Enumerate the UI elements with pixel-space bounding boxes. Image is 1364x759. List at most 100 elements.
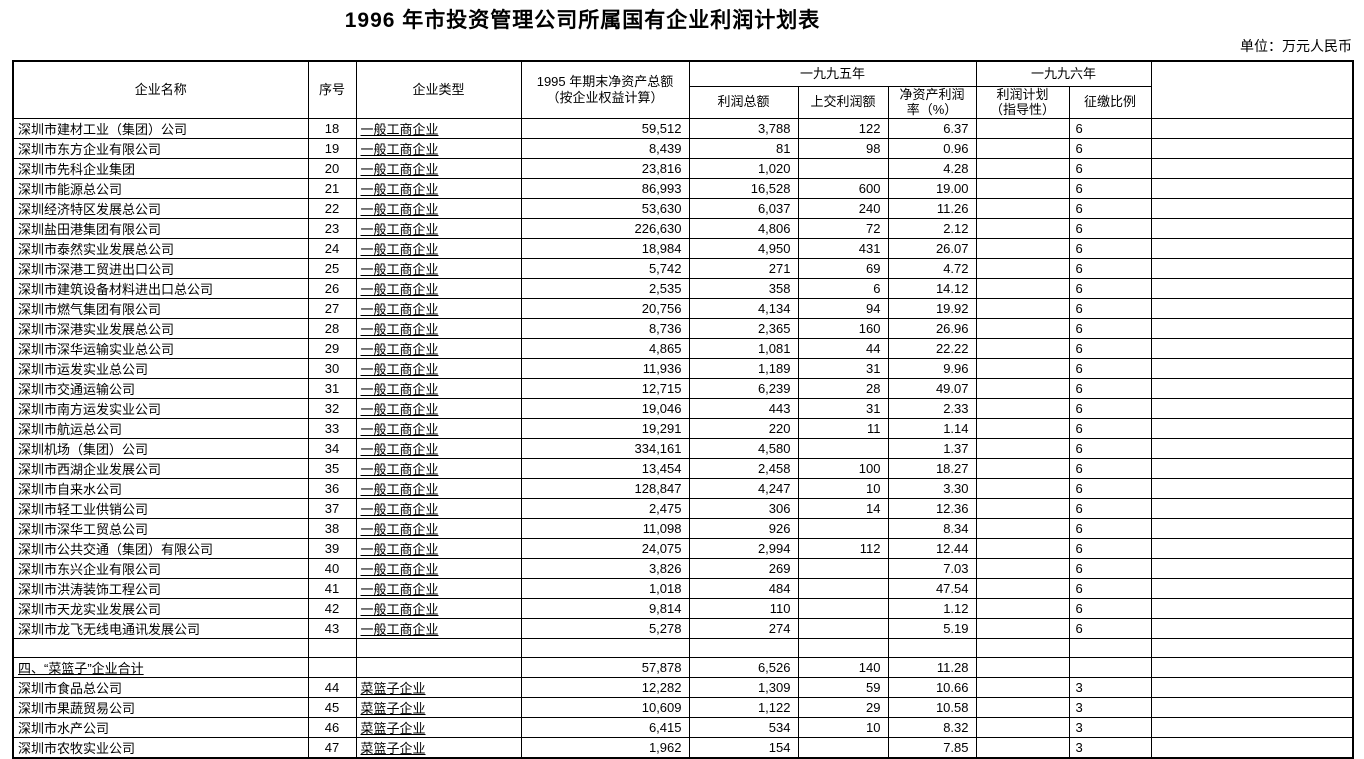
cell-enterprise-name: 深圳市建筑设备材料进出口总公司 xyxy=(12,277,309,299)
cell-levy-ratio-1996 xyxy=(1068,657,1152,679)
cell-profit-submitted-1995: 6 xyxy=(797,277,889,299)
cell-net-assets-1995: 86,993 xyxy=(520,177,690,199)
cell-profit-total-1995: 6,239 xyxy=(688,377,799,399)
cell-enterprise-type: 菜篮子企业 xyxy=(355,717,522,739)
header-levy-ratio: 征缴比例 xyxy=(1068,85,1152,119)
table-row: 深圳市龙飞无线电通讯发展公司 43 一般工商企业 5,278 274 5.19 6 xyxy=(12,617,1354,639)
cell-profit-submitted-1995: 44 xyxy=(797,337,889,359)
cell-serial-no: 46 xyxy=(307,717,357,739)
cell-profit-total-1995: 81 xyxy=(688,137,799,159)
cell-net-assets-1995 xyxy=(520,637,690,659)
cell-serial-no: 39 xyxy=(307,537,357,559)
cell-net-asset-profit-rate-1995: 12.36 xyxy=(887,497,977,519)
cell-enterprise-type: 一般工商企业 xyxy=(355,517,522,539)
cell-profit-submitted-1995 xyxy=(797,517,889,539)
cell-net-assets-1995: 11,936 xyxy=(520,357,690,379)
cell-profit-plan-1996 xyxy=(975,197,1070,219)
table-row: 深圳经济特区发展总公司 22 一般工商企业 53,630 6,037 240 11.26 6 xyxy=(12,197,1354,219)
table-row: 四、“菜篮子”企业合计 57,878 6,526 140 11.28 xyxy=(12,657,1354,679)
header-serial-no: 序号 xyxy=(307,60,357,119)
header-blank-column xyxy=(1150,60,1354,119)
cell-profit-plan-1996 xyxy=(975,417,1070,439)
cell-levy-ratio-1996: 6 xyxy=(1068,177,1152,199)
cell-profit-submitted-1995 xyxy=(797,157,889,179)
cell-profit-total-1995: 4,950 xyxy=(688,237,799,259)
cell-enterprise-type: 菜篮子企业 xyxy=(355,697,522,719)
cell-serial-no: 36 xyxy=(307,477,357,499)
cell-profit-submitted-1995 xyxy=(797,597,889,619)
cell-profit-total-1995: 4,806 xyxy=(688,217,799,239)
cell-levy-ratio-1996: 3 xyxy=(1068,737,1152,759)
cell-net-assets-1995: 128,847 xyxy=(520,477,690,499)
cell-serial-no: 19 xyxy=(307,137,357,159)
table-row: 深圳市自来水公司 36 一般工商企业 128,847 4,247 10 3.30 6 xyxy=(12,477,1354,499)
cell-enterprise-type: 一般工商企业 xyxy=(355,437,522,459)
cell-net-assets-1995: 1,962 xyxy=(520,737,690,759)
cell-net-assets-1995: 18,984 xyxy=(520,237,690,259)
cell-enterprise-name: 深圳市深港实业发展总公司 xyxy=(12,317,309,339)
table-row: 深圳市食品总公司 44 菜篮子企业 12,282 1,309 59 10.66 3 xyxy=(12,677,1354,699)
cell-levy-ratio-1996: 6 xyxy=(1068,257,1152,279)
table-row: 深圳市建材工业（集团）公司 18 一般工商企业 59,512 3,788 122 6.37 6 xyxy=(12,117,1354,139)
cell-net-asset-profit-rate-1995: 19.00 xyxy=(887,177,977,199)
cell-profit-submitted-1995: 31 xyxy=(797,357,889,379)
table-row: 深圳市南方运发实业公司 32 一般工商企业 19,046 443 31 2.33 6 xyxy=(12,397,1354,419)
cell-enterprise-type: 菜篮子企业 xyxy=(355,677,522,699)
cell-net-asset-profit-rate-1995: 2.12 xyxy=(887,217,977,239)
table-row: 深圳市燃气集团有限公司 27 一般工商企业 20,756 4,134 94 19.92 6 xyxy=(12,297,1354,319)
cell-net-asset-profit-rate-1995: 26.07 xyxy=(887,237,977,259)
cell-enterprise-name: 四、“菜篮子”企业合计 xyxy=(12,657,309,679)
cell-net-assets-1995: 19,046 xyxy=(520,397,690,419)
cell-profit-total-1995: 271 xyxy=(688,257,799,279)
cell-enterprise-type: 一般工商企业 xyxy=(355,117,522,139)
cell-serial-no: 22 xyxy=(307,197,357,219)
cell-serial-no: 24 xyxy=(307,237,357,259)
cell-levy-ratio-1996: 6 xyxy=(1068,597,1152,619)
table-row: 深圳市航运总公司 33 一般工商企业 19,291 220 11 1.14 6 xyxy=(12,417,1354,439)
cell-levy-ratio-1996: 6 xyxy=(1068,157,1152,179)
cell-levy-ratio-1996: 6 xyxy=(1068,137,1152,159)
table-row: 深圳市果蔬贸易公司 45 菜篮子企业 10,609 1,122 29 10.58 3 xyxy=(12,697,1354,719)
cell-enterprise-type: 一般工商企业 xyxy=(355,397,522,419)
cell-net-assets-1995: 2,475 xyxy=(520,497,690,519)
cell-levy-ratio-1996: 6 xyxy=(1068,397,1152,419)
cell-enterprise-name: 深圳市深港工贸进出口公司 xyxy=(12,257,309,279)
cell-serial-no: 43 xyxy=(307,617,357,639)
cell-profit-plan-1996 xyxy=(975,737,1070,759)
cell-profit-plan-1996 xyxy=(975,217,1070,239)
cell-net-assets-1995: 8,736 xyxy=(520,317,690,339)
cell-blank xyxy=(1150,217,1354,239)
cell-profit-plan-1996 xyxy=(975,237,1070,259)
cell-enterprise-type: 一般工商企业 xyxy=(355,277,522,299)
cell-profit-submitted-1995: 28 xyxy=(797,377,889,399)
cell-profit-submitted-1995: 100 xyxy=(797,457,889,479)
cell-profit-plan-1996 xyxy=(975,157,1070,179)
cell-profit-total-1995: 484 xyxy=(688,577,799,599)
cell-levy-ratio-1996 xyxy=(1068,637,1152,659)
unit-label: 单位：万元人民币 xyxy=(1240,38,1352,54)
cell-enterprise-name: 深圳盐田港集团有限公司 xyxy=(12,217,309,239)
cell-levy-ratio-1996: 6 xyxy=(1068,457,1152,479)
cell-enterprise-type: 一般工商企业 xyxy=(355,177,522,199)
cell-enterprise-name: 深圳市水产公司 xyxy=(12,717,309,739)
cell-net-asset-profit-rate-1995: 0.96 xyxy=(887,137,977,159)
cell-enterprise-type: 一般工商企业 xyxy=(355,297,522,319)
cell-levy-ratio-1996: 6 xyxy=(1068,337,1152,359)
cell-blank xyxy=(1150,557,1354,579)
cell-profit-plan-1996 xyxy=(975,557,1070,579)
cell-enterprise-name: 深圳市运发实业总公司 xyxy=(12,357,309,379)
cell-profit-plan-1996 xyxy=(975,177,1070,199)
cell-enterprise-type: 一般工商企业 xyxy=(355,257,522,279)
cell-enterprise-type: 一般工商企业 xyxy=(355,357,522,379)
cell-profit-plan-1996 xyxy=(975,497,1070,519)
cell-levy-ratio-1996: 3 xyxy=(1068,677,1152,699)
cell-profit-total-1995: 1,122 xyxy=(688,697,799,719)
cell-net-assets-1995: 53,630 xyxy=(520,197,690,219)
cell-enterprise-name: 深圳市东方企业有限公司 xyxy=(12,137,309,159)
cell-blank xyxy=(1150,457,1354,479)
cell-serial-no xyxy=(307,637,357,659)
cell-blank xyxy=(1150,417,1354,439)
table-row: 深圳市公共交通（集团）有限公司 39 一般工商企业 24,075 2,994 112 12.… xyxy=(12,537,1354,559)
cell-profit-plan-1996 xyxy=(975,297,1070,319)
cell-net-assets-1995: 5,742 xyxy=(520,257,690,279)
